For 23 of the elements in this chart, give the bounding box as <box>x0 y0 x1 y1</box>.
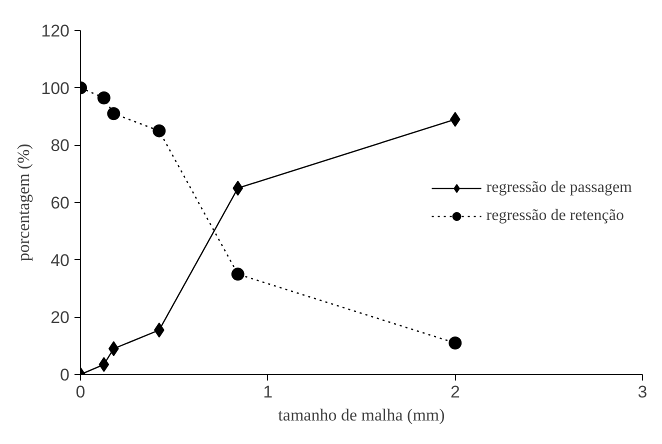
y-tick-label: 20 <box>50 308 70 328</box>
y-tick-label: 60 <box>50 194 70 212</box>
point <box>232 180 244 196</box>
point <box>448 336 462 350</box>
point <box>98 356 110 372</box>
point <box>231 268 244 281</box>
y-tick-label: 40 <box>50 250 70 270</box>
x-tick-label: 2 <box>450 382 460 402</box>
y-tick-label: 80 <box>50 136 70 156</box>
x-tick-label: 0 <box>76 382 86 402</box>
point <box>108 341 119 356</box>
y-tick-label: 0 <box>60 366 70 384</box>
point <box>152 124 166 138</box>
x-tick-label: 3 <box>638 382 648 402</box>
y-axis-title: porcentagem (%) <box>14 144 34 262</box>
x-axis-title: tamanho de malha (mm) <box>278 406 445 424</box>
x-tick-label: 1 <box>263 382 273 402</box>
y-tick-label: 100 <box>41 78 70 98</box>
legend-label: regressão de retenção <box>486 207 624 225</box>
legend-label: regressão de passagem <box>486 179 632 197</box>
point <box>97 91 110 104</box>
point <box>107 107 120 120</box>
y-tick-label: 120 <box>41 22 70 40</box>
